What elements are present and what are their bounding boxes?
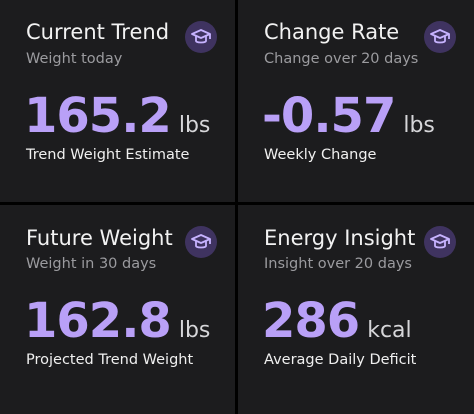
metric-value: 162.8 [24,293,172,349]
cap-base [195,241,207,249]
card-title: Change Rate [264,20,400,44]
card-caption: Trend Weight Estimate [26,147,190,163]
icon-bg [424,21,456,53]
info-icon[interactable] [424,226,456,258]
card-caption: Weekly Change [264,147,377,163]
metric-unit: kcal [367,318,412,343]
metric-unit: lbs [178,113,211,138]
value-row: 286 kcal [262,293,412,349]
info-icon[interactable] [424,21,456,53]
value-row: 162.8 lbs [24,293,210,349]
card-subtitle: Weight in 30 days [26,256,157,272]
card-subtitle: Insight over 20 days [264,256,412,272]
metric-value: 165.2 [24,88,172,144]
card: Future Weight Weight in 30 days 162.8 lbs Pr… [0,205,235,414]
icon-bg [185,21,217,53]
value-row: -0.57 lbs [262,88,435,144]
card: Current Trend Weight today 165.2 lbs Trend W… [0,0,235,202]
cap-base [434,36,446,44]
value-row: 165.2 lbs [24,88,210,144]
card: Energy Insight Insight over 20 days 286 kca… [238,205,474,414]
icon-bg [424,226,456,258]
card-title: Current Trend [26,20,170,44]
info-icon[interactable] [185,226,217,258]
metric-value: -0.57 [262,88,396,144]
cap-base [195,36,207,44]
card-caption: Projected Trend Weight [26,352,194,368]
icon-bg [185,226,217,258]
card: Change Rate Change over 20 days -0.57 lbs We… [238,0,474,202]
card-subtitle: Change over 20 days [264,51,419,67]
info-icon[interactable] [185,21,217,53]
card-subtitle: Weight today [26,51,123,67]
card-caption: Average Daily Deficit [264,352,417,368]
metric-unit: lbs [403,113,435,138]
metric-value: 286 [262,293,360,349]
cap-base [434,241,446,249]
metric-unit: lbs [178,318,211,343]
card-title: Future Weight [26,226,173,250]
card-title: Energy Insight [264,226,416,250]
